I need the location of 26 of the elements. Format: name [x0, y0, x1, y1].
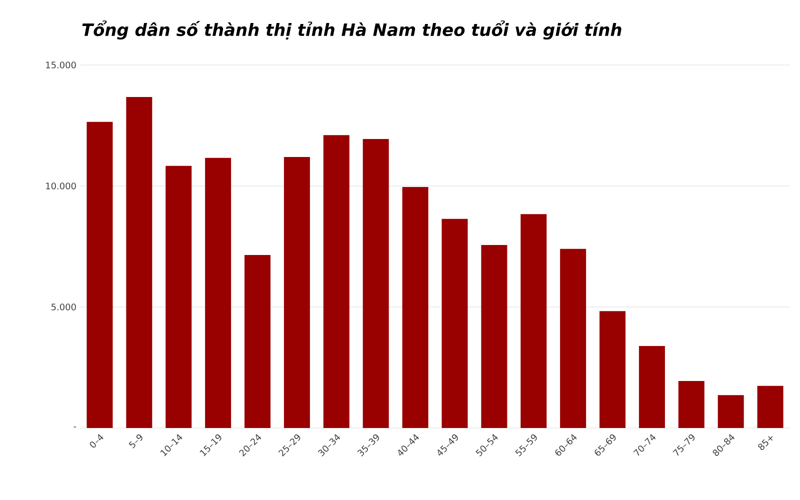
bar: [520, 214, 547, 428]
y-tick-label: 10.000: [46, 182, 76, 190]
bar: [638, 346, 665, 428]
bar: [600, 311, 626, 428]
bar: [362, 139, 389, 428]
bar: [402, 186, 428, 428]
bar: [323, 135, 350, 428]
bar: [284, 156, 310, 428]
bar: [86, 122, 113, 428]
bar: [757, 386, 784, 428]
y-tick-label: 15.000: [46, 62, 76, 68]
chart-title: Tổng dân số thành thị tỉnh Hà Nam theo tuổi và giới tính: [82, 20, 622, 40]
bar: [481, 245, 508, 428]
y-tick-label: -: [74, 426, 76, 428]
x-tick-label: 0–4: [90, 434, 104, 448]
bar: [442, 218, 468, 428]
y-tick-label: 5.000: [52, 304, 76, 310]
bar: [166, 166, 192, 428]
bar: [126, 96, 152, 428]
bar: [718, 395, 744, 428]
bar: [244, 254, 271, 428]
x-tick-label: 5–9: [128, 434, 142, 448]
bar: [678, 381, 704, 428]
bar: [205, 158, 232, 428]
x-tick-label: 85+: [758, 436, 773, 450]
bar: [560, 248, 586, 428]
